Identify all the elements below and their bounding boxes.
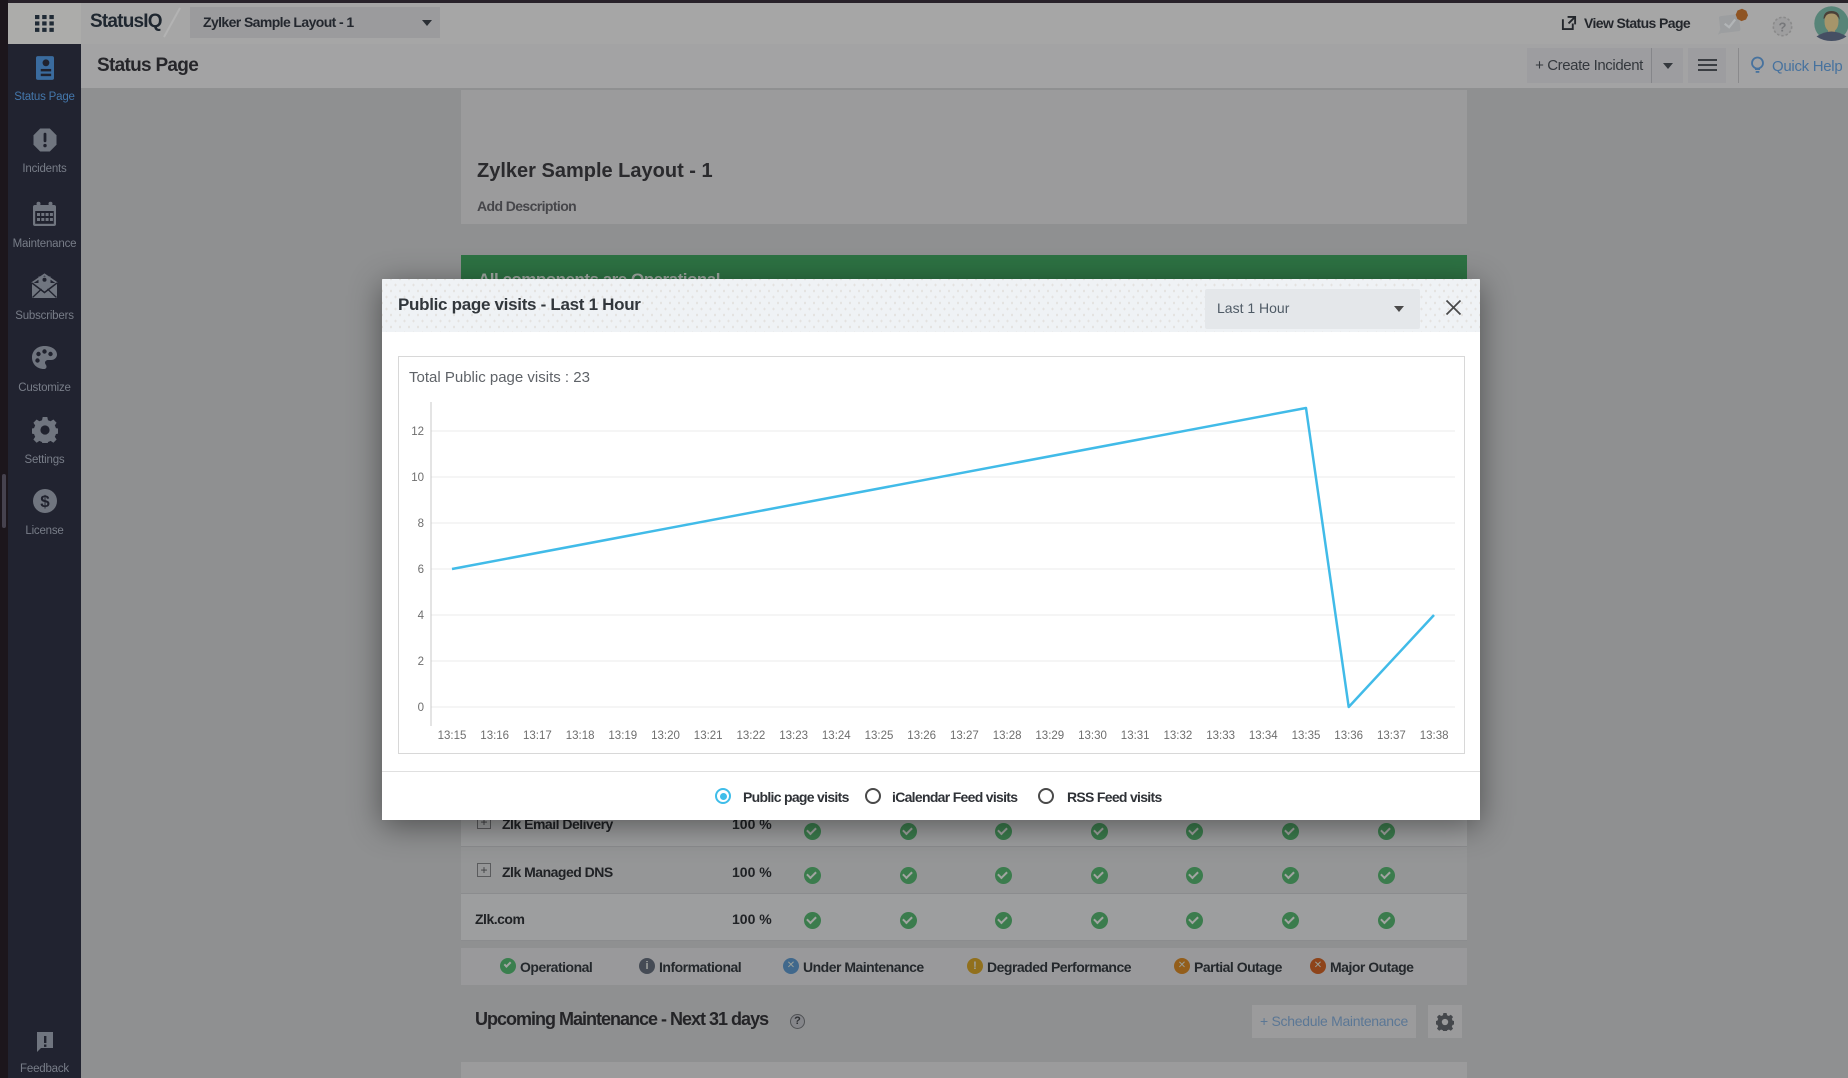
svg-text:13:23: 13:23 [779, 730, 808, 742]
svg-text:13:21: 13:21 [694, 730, 723, 742]
svg-text:13:34: 13:34 [1249, 730, 1278, 742]
svg-text:13:18: 13:18 [566, 730, 595, 742]
svg-text:13:36: 13:36 [1334, 730, 1363, 742]
svg-text:10: 10 [411, 472, 424, 484]
svg-text:13:35: 13:35 [1292, 730, 1321, 742]
svg-text:13:29: 13:29 [1035, 730, 1064, 742]
svg-text:13:32: 13:32 [1164, 730, 1193, 742]
svg-text:12: 12 [411, 426, 424, 438]
svg-text:?: ? [1779, 20, 1787, 35]
svg-text:$: $ [40, 492, 50, 511]
svg-text:13:20: 13:20 [651, 730, 680, 742]
svg-text:0: 0 [418, 702, 424, 714]
svg-text:13:31: 13:31 [1121, 730, 1150, 742]
svg-text:6: 6 [418, 564, 424, 576]
svg-text:2: 2 [418, 656, 424, 668]
svg-text:13:27: 13:27 [950, 730, 979, 742]
svg-text:13:26: 13:26 [907, 730, 936, 742]
svg-text:13:19: 13:19 [608, 730, 637, 742]
svg-text:13:37: 13:37 [1377, 730, 1406, 742]
svg-text:13:16: 13:16 [480, 730, 509, 742]
svg-text:13:28: 13:28 [993, 730, 1022, 742]
svg-text:4: 4 [418, 610, 425, 622]
svg-text:13:25: 13:25 [865, 730, 894, 742]
svg-text:13:22: 13:22 [737, 730, 766, 742]
svg-text:8: 8 [418, 518, 424, 530]
svg-text:13:24: 13:24 [822, 730, 851, 742]
svg-text:13:17: 13:17 [523, 730, 552, 742]
svg-text:13:30: 13:30 [1078, 730, 1107, 742]
svg-text:13:38: 13:38 [1420, 730, 1449, 742]
svg-text:13:33: 13:33 [1206, 730, 1235, 742]
svg-text:13:15: 13:15 [438, 730, 467, 742]
